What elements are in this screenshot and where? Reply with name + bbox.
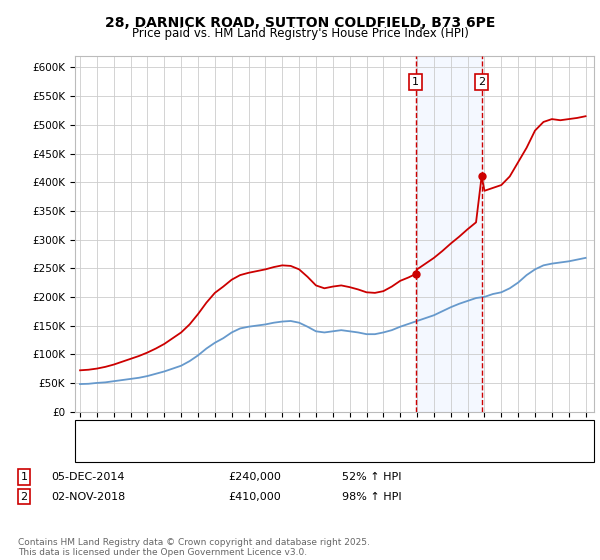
Text: 2: 2	[20, 492, 28, 502]
Bar	[416, 56, 482, 412]
Text: 02-NOV-2018: 02-NOV-2018	[51, 492, 125, 502]
Text: 28, DARNICK ROAD, SUTTON COLDFIELD, B73 6PE: 28, DARNICK ROAD, SUTTON COLDFIELD, B73 …	[105, 16, 495, 30]
Text: 98% ↑ HPI: 98% ↑ HPI	[342, 492, 401, 502]
Text: 28, DARNICK ROAD, SUTTON COLDFIELD, B73 6PE (semi-detached house): 28, DARNICK ROAD, SUTTON COLDFIELD, B73 …	[126, 427, 511, 437]
Text: Price paid vs. HM Land Registry's House Price Index (HPI): Price paid vs. HM Land Registry's House …	[131, 27, 469, 40]
Text: 1: 1	[20, 472, 28, 482]
Text: 1: 1	[412, 77, 419, 87]
Text: 2: 2	[478, 77, 485, 87]
Text: £240,000: £240,000	[228, 472, 281, 482]
Text: 52% ↑ HPI: 52% ↑ HPI	[342, 472, 401, 482]
Text: £410,000: £410,000	[228, 492, 281, 502]
Text: 05-DEC-2014: 05-DEC-2014	[51, 472, 125, 482]
Text: Contains HM Land Registry data © Crown copyright and database right 2025.
This d: Contains HM Land Registry data © Crown c…	[18, 538, 370, 557]
Text: HPI: Average price, semi-detached house, Birmingham: HPI: Average price, semi-detached house,…	[126, 445, 412, 455]
